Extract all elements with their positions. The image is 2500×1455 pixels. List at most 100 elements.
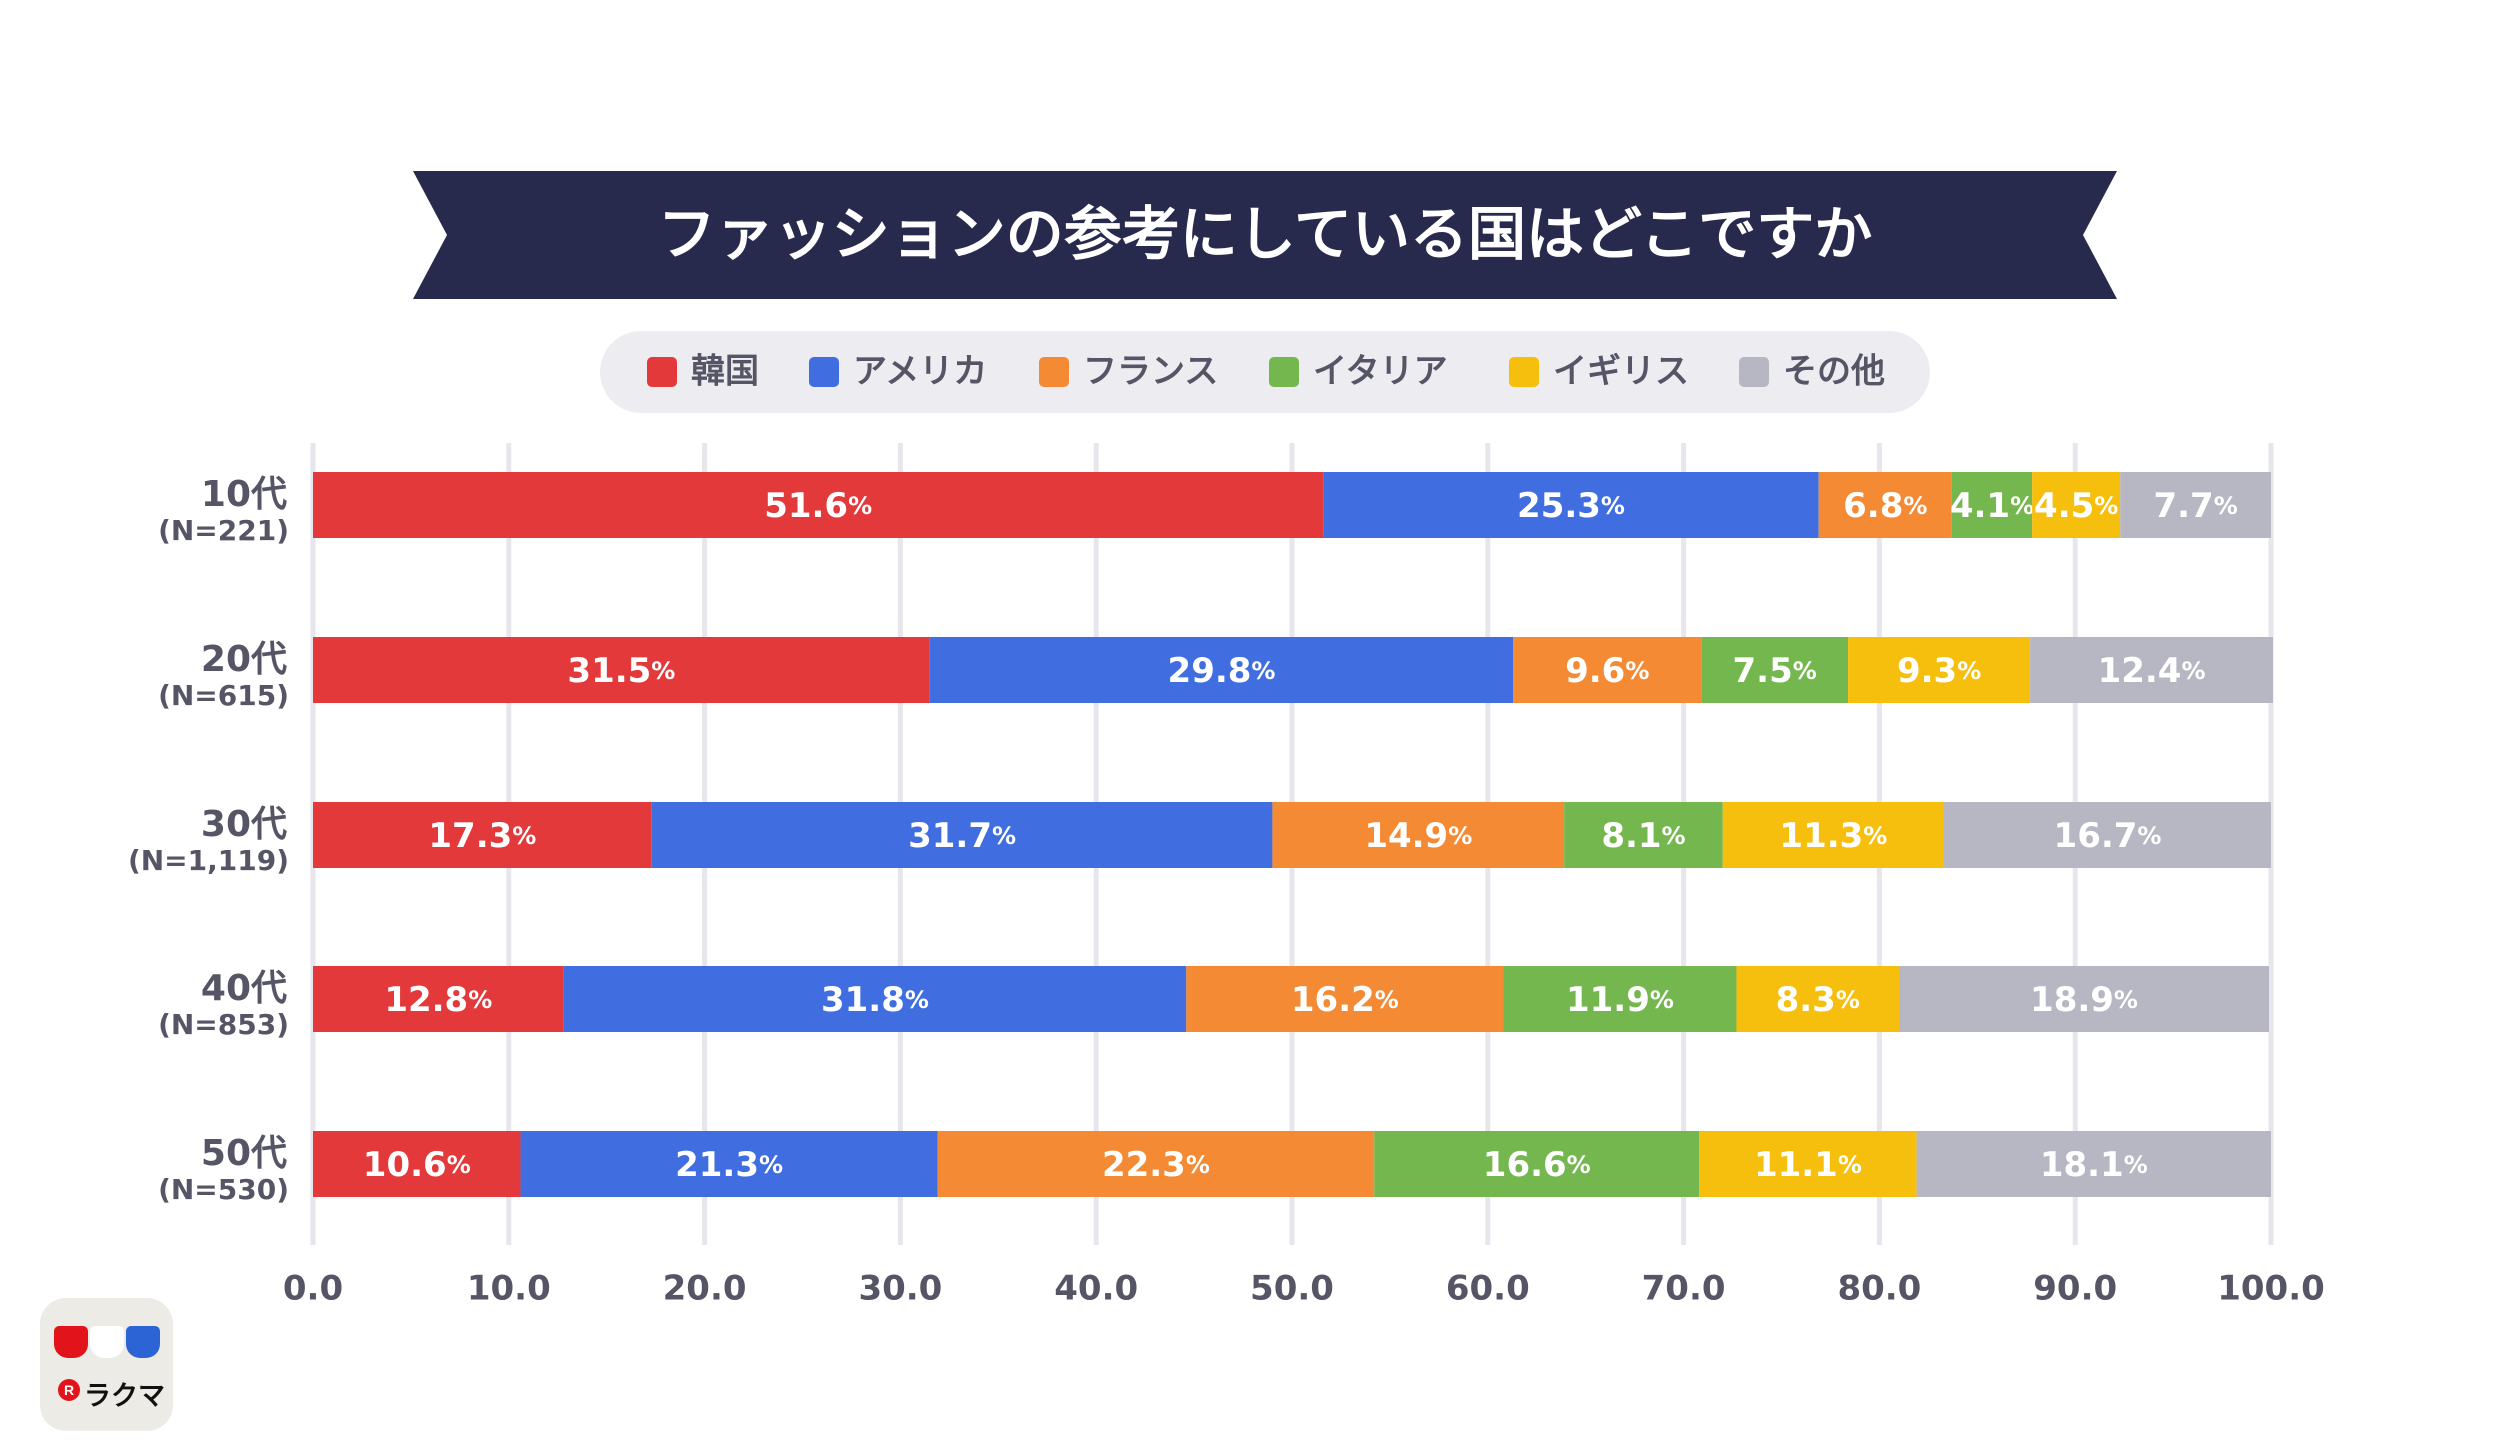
- data-label: 29.8%: [1168, 651, 1276, 691]
- data-label: 18.9%: [2030, 980, 2138, 1020]
- bar-segment: [313, 966, 564, 1032]
- legend: 韓国 アメリカ フランス イタリア イギリス その他: [600, 331, 1930, 413]
- bar-segment: [313, 1131, 521, 1197]
- category-sample-size: (N=530): [158, 1173, 289, 1206]
- bar-segment: [2120, 472, 2271, 538]
- data-label: 4.1%: [1950, 486, 2034, 526]
- data-label: 7.7%: [2153, 486, 2237, 526]
- data-label: 4.5%: [2034, 486, 2118, 526]
- x-tick-label: 10.0: [467, 1269, 551, 1309]
- bar-segment: [1699, 1131, 1917, 1197]
- bar-segment: [1818, 472, 1952, 538]
- data-label: 22.3%: [1102, 1145, 1210, 1185]
- data-label: 12.8%: [384, 980, 492, 1020]
- rakuma-logo: R ラクマ: [40, 1298, 173, 1431]
- bar-segment: [2032, 472, 2121, 538]
- bar-segment: [1701, 637, 1849, 703]
- bar-segment: [1722, 802, 1945, 868]
- logo-blue-cup: [126, 1326, 160, 1358]
- bar-segment: [1944, 802, 2271, 868]
- bar-segment: [520, 1131, 938, 1197]
- logo-white-cup: [90, 1326, 124, 1358]
- data-label: 12.4%: [2098, 651, 2206, 691]
- bar-segment: [1951, 472, 2033, 538]
- x-tick-label: 40.0: [1054, 1269, 1138, 1309]
- bar-segment: [1513, 637, 1702, 703]
- bar-segment: [1898, 966, 2270, 1032]
- x-tick-label: 50.0: [1250, 1269, 1334, 1309]
- data-label: 6.8%: [1843, 486, 1927, 526]
- legend-label: その他: [1783, 352, 1885, 392]
- data-label: 21.3%: [675, 1145, 783, 1185]
- bar-segment: [929, 637, 1514, 703]
- bar-segment: [313, 802, 652, 868]
- x-tick-label: 30.0: [858, 1269, 942, 1309]
- category-labels: 10代(N=221) 20代(N=615) 30代(N=1,119) 40代(N=85…: [128, 474, 289, 1206]
- data-label: 11.1%: [1754, 1145, 1862, 1185]
- x-tick-label: 20.0: [663, 1269, 747, 1309]
- data-label: 17.3%: [428, 816, 536, 856]
- legend-swatch: [809, 357, 839, 387]
- data-label: 31.7%: [908, 816, 1016, 856]
- bar-segment: [2030, 637, 2273, 703]
- x-tick-label: 0.0: [283, 1269, 343, 1309]
- data-label: 9.3%: [1897, 651, 1981, 691]
- data-label: 31.8%: [821, 980, 929, 1020]
- data-label: 10.6%: [363, 1145, 471, 1185]
- bar-segment: [937, 1131, 1375, 1197]
- logo-r-mark: R: [58, 1379, 80, 1401]
- data-label: 7.5%: [1733, 651, 1817, 691]
- data-label: 11.3%: [1779, 816, 1887, 856]
- x-tick-label: 70.0: [1642, 1269, 1726, 1309]
- legend-swatch: [647, 357, 677, 387]
- legend-swatch: [1269, 357, 1299, 387]
- x-tick-label: 100.0: [2217, 1269, 2325, 1309]
- category-label: 40代: [201, 968, 287, 1009]
- bar-segment: [1272, 802, 1565, 868]
- category-sample-size: (N=221): [158, 514, 289, 547]
- x-tick-label: 90.0: [2033, 1269, 2117, 1309]
- legend-label: フランス: [1083, 352, 1218, 392]
- legend-label: アメリカ: [853, 352, 987, 392]
- bar-segment: [1323, 472, 1819, 538]
- bar-segment: [1503, 966, 1737, 1032]
- category-sample-size: (N=853): [158, 1008, 289, 1041]
- category-label: 30代: [201, 804, 287, 845]
- legend-background: [600, 331, 1930, 413]
- data-label: 51.6%: [764, 486, 872, 526]
- data-label: 9.6%: [1565, 651, 1649, 691]
- bar-segment: [1186, 966, 1504, 1032]
- bar-segment: [313, 472, 1324, 538]
- data-label: 14.9%: [1364, 816, 1472, 856]
- data-label: 8.1%: [1601, 816, 1685, 856]
- chart-title: ファッションの参考にしている国はどこですか: [658, 200, 1873, 268]
- bar-segment: [1374, 1131, 1700, 1197]
- bar-segment: [1848, 637, 2031, 703]
- category-label: 10代: [201, 474, 287, 515]
- logo-text: ラクマ: [84, 1381, 165, 1412]
- legend-label: 韓国: [691, 352, 759, 392]
- legend-label: イギリス: [1553, 352, 1689, 392]
- data-label: 18.1%: [2040, 1145, 2148, 1185]
- x-tick-label: 60.0: [1446, 1269, 1530, 1309]
- title-banner: ファッションの参考にしている国はどこですか: [413, 171, 2117, 299]
- title-banner-background: [413, 171, 2117, 299]
- bar-segment: [313, 637, 930, 703]
- category-label: 20代: [201, 639, 287, 680]
- bars: 51.6% 25.3% 6.8% 4.1% 4.5% 7.7% 31.5% 29.8% 9.6%…: [313, 472, 2273, 1197]
- bar-segment: [1736, 966, 1899, 1032]
- bar-segment: [563, 966, 1187, 1032]
- bar-segment: [1916, 1131, 2271, 1197]
- legend-label: イタリア: [1313, 352, 1448, 392]
- category-sample-size: (N=1,119): [128, 844, 289, 877]
- data-label: 16.2%: [1291, 980, 1399, 1020]
- x-tick-label: 80.0: [1837, 1269, 1921, 1309]
- legend-swatch: [1509, 357, 1539, 387]
- category-label: 50代: [201, 1133, 287, 1174]
- data-label: 31.5%: [567, 651, 675, 691]
- data-label: 16.6%: [1483, 1145, 1591, 1185]
- logo-red-cup: [54, 1326, 88, 1358]
- x-axis: 0.0 10.0 20.0 30.0 40.0 50.0 60.0 70.0 80.0 90.0 1…: [283, 1269, 2325, 1309]
